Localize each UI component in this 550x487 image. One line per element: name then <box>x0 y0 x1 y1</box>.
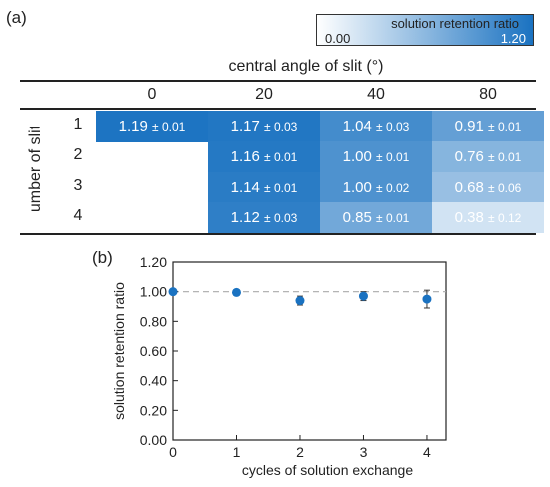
cell-error: ± 0.03 <box>376 120 410 134</box>
x-tick-label: 2 <box>296 444 304 460</box>
panel-b-label: (b) <box>92 248 113 267</box>
heatmap-cell: 1.00 ± 0.01 <box>320 141 432 172</box>
colorbar-legend: solution retention ratio 0.00 1.20 <box>316 14 534 46</box>
table-header-rule <box>20 108 536 110</box>
colorbar-title: solution retention ratio <box>391 16 519 31</box>
column-header: 80 <box>479 86 497 103</box>
cell-value: 1.17 <box>230 118 265 135</box>
plot-frame <box>172 261 447 441</box>
heatmap-cell: 1.16 ± 0.01 <box>208 141 320 172</box>
retention-scatter-plot: 0.00 0.20 0.40 0.60 0.80 1.00 1.20 0 1 2 3 4 cycles … <box>111 254 447 478</box>
heatmap-column-title: central angle of slit (°) <box>228 58 384 75</box>
heatmap-cell: 0.91 ± 0.01 <box>432 111 544 142</box>
row-header: 1 <box>73 116 83 133</box>
heatmap-cell: 0.38 ± 0.12 <box>432 202 544 233</box>
data-point <box>358 291 368 301</box>
data-point <box>168 287 178 297</box>
heatmap-cell: 1.04 ± 0.03 <box>320 111 432 142</box>
cell-value: 0.68 <box>454 179 489 196</box>
cell-value: 1.16 <box>230 148 265 165</box>
cell-error: ± 0.03 <box>264 120 298 134</box>
cell-value: 0.91 <box>454 118 489 135</box>
data-point <box>422 294 432 304</box>
heatmap-cell: 1.17 ± 0.03 <box>208 111 320 142</box>
cell-error: ± 0.01 <box>264 150 298 164</box>
panel-a-label: (a) <box>6 8 27 27</box>
cell-value: 1.04 <box>342 118 377 135</box>
cell-value: 1.14 <box>230 179 265 196</box>
colorbar-min-label: 0.00 <box>325 31 351 46</box>
cell-value: 1.00 <box>342 179 377 196</box>
y-tick-label: 0.00 <box>140 432 167 448</box>
cell-error: ± 0.06 <box>488 181 522 195</box>
cell-error: ± 0.01 <box>376 211 410 225</box>
heatmap-cell: 1.00 ± 0.02 <box>320 172 432 203</box>
x-tick-label: 1 <box>233 444 241 460</box>
y-axis-label: solution retention ratio <box>111 282 127 420</box>
column-header: 0 <box>147 86 157 103</box>
cell-error: ± 0.01 <box>376 150 410 164</box>
cell-value: 1.12 <box>230 209 265 226</box>
cell-error: ± 0.01 <box>488 150 522 164</box>
cell-error: ± 0.01 <box>152 120 186 134</box>
column-header: 40 <box>367 86 385 103</box>
table-bottom-rule <box>20 233 536 235</box>
heatmap-cell: 0.85 ± 0.01 <box>320 202 432 233</box>
cell-value: 1.00 <box>342 148 377 165</box>
cell-error: ± 0.12 <box>488 211 522 225</box>
cell-error: ± 0.02 <box>376 181 410 195</box>
heatmap-cell: 1.12 ± 0.03 <box>208 202 320 233</box>
x-axis-label: cycles of solution exchange <box>242 462 413 478</box>
cell-error: ± 0.01 <box>264 181 298 195</box>
x-tick-label: 3 <box>360 444 368 460</box>
heatmap-cell: 0.76 ± 0.01 <box>432 141 544 172</box>
colorbar-max-label: 1.20 <box>500 31 526 46</box>
cell-value: 0.38 <box>454 209 489 226</box>
x-tick-label: 0 <box>169 444 177 460</box>
y-tick-label: 1.00 <box>140 284 167 300</box>
cell-value: 0.85 <box>342 209 377 226</box>
y-tick-label: 0.40 <box>140 373 167 389</box>
cell-error: ± 0.03 <box>264 211 298 225</box>
cell-value: 1.19 <box>118 118 153 135</box>
row-header: 2 <box>73 146 83 163</box>
y-tick-label: 0.80 <box>140 313 167 329</box>
row-header: 4 <box>73 207 83 224</box>
table-top-rule <box>20 80 536 82</box>
heatmap-row-title-text: number of slits <box>27 127 44 211</box>
data-point <box>295 296 305 306</box>
y-tick-label: 0.60 <box>140 343 167 359</box>
x-tick-label: 4 <box>423 444 431 460</box>
data-point <box>231 287 241 297</box>
column-header: 20 <box>255 86 273 103</box>
heatmap-cell: 1.14 ± 0.01 <box>208 172 320 203</box>
heatmap-cell: 0.68 ± 0.06 <box>432 172 544 203</box>
heatmap-row-title: number of slits <box>4 117 76 221</box>
y-tick-label: 1.20 <box>140 254 167 270</box>
y-tick-label: 0.20 <box>140 402 167 418</box>
cell-value: 0.76 <box>454 148 489 165</box>
heatmap-cell: 1.19 ± 0.01 <box>96 111 208 142</box>
row-header: 3 <box>73 177 83 194</box>
cell-error: ± 0.01 <box>488 120 522 134</box>
